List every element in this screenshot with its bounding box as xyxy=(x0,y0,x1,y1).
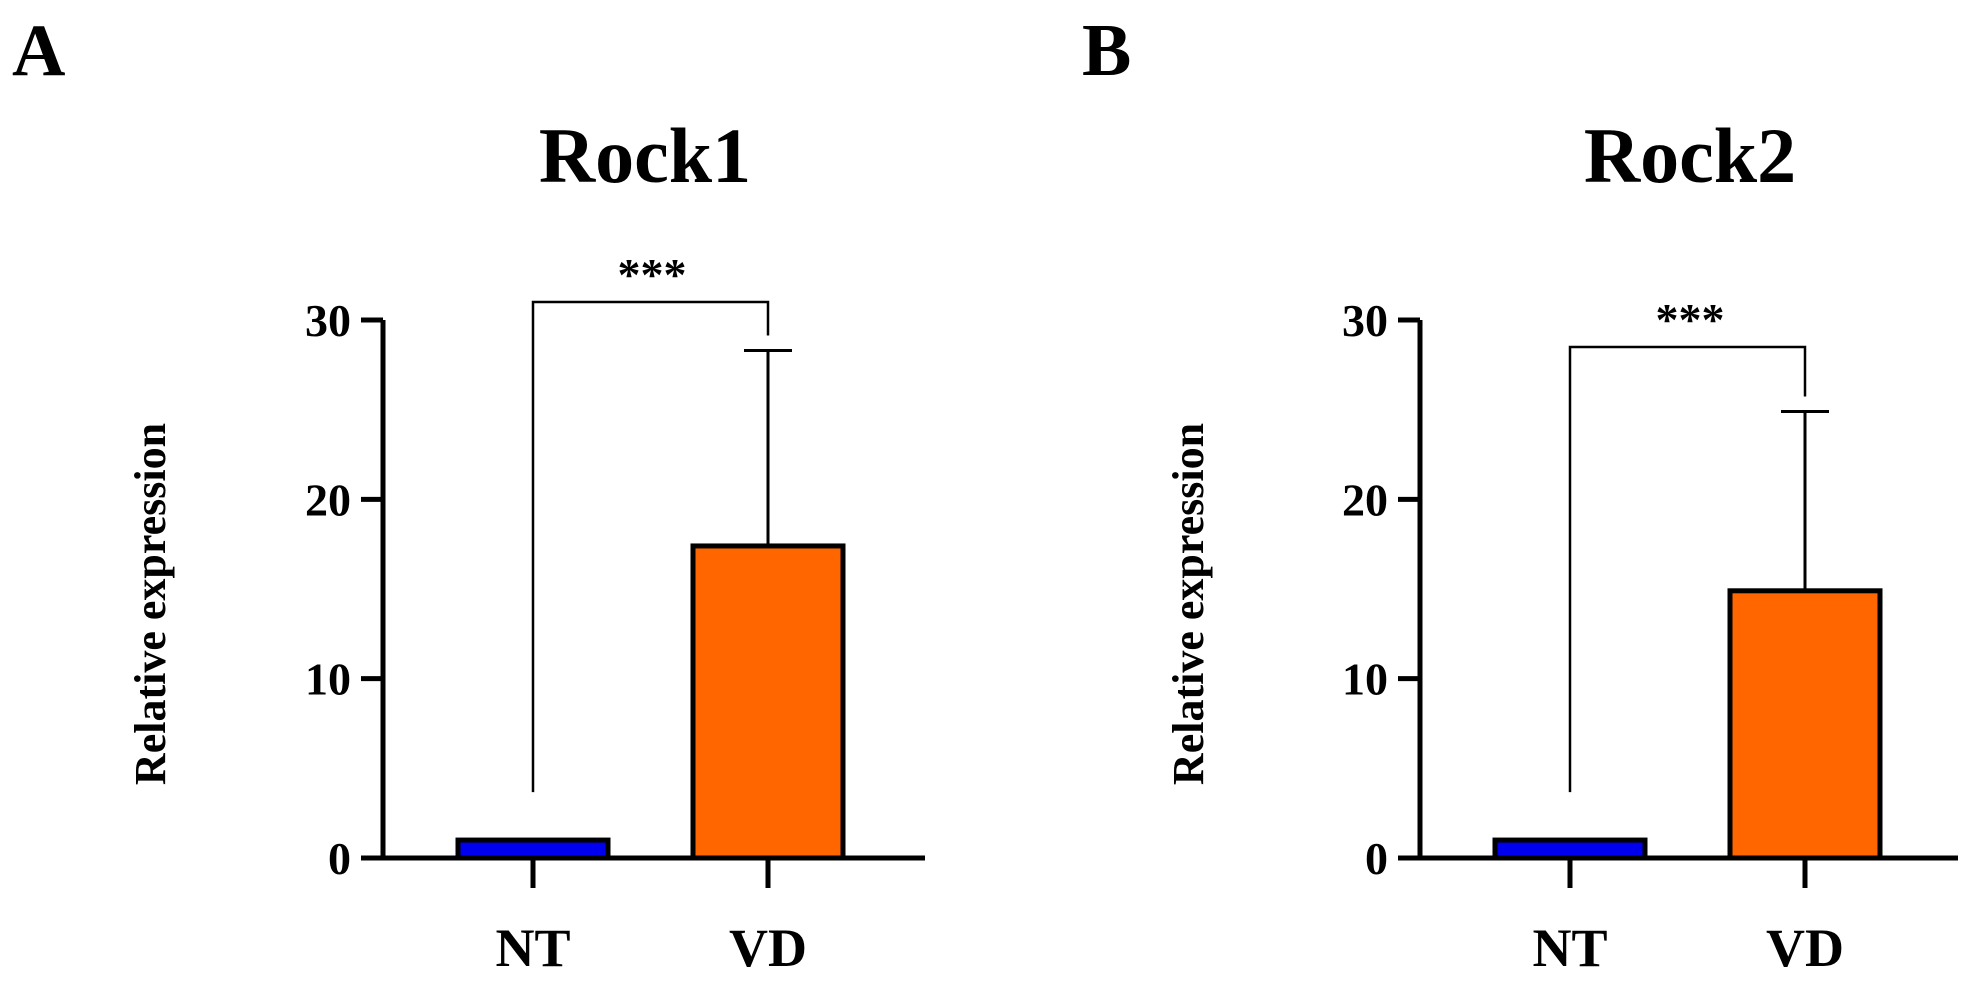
bar-nt xyxy=(455,837,611,861)
y-tick-label: 30 xyxy=(1342,295,1388,346)
x-category-label: VD xyxy=(1766,918,1844,978)
chart-title: Rock1 xyxy=(539,112,751,199)
chart-title: Rock2 xyxy=(1584,112,1796,199)
y-tick-label: 20 xyxy=(1342,474,1388,525)
panel-letter: B xyxy=(1082,10,1131,92)
y-axis-label: Relative expression xyxy=(1164,423,1213,785)
y-tick-label: 10 xyxy=(305,654,351,705)
y-tick-label: 20 xyxy=(305,474,351,525)
y-tick-label: 0 xyxy=(1365,833,1388,884)
y-tick-label: 0 xyxy=(328,833,351,884)
panel-letter: A xyxy=(12,10,65,92)
x-category-label: NT xyxy=(1532,918,1607,978)
significance-bracket xyxy=(531,300,770,793)
y-axis-label: Relative expression xyxy=(126,423,175,785)
y-tick-label: 10 xyxy=(1342,654,1388,705)
bar-vd xyxy=(1727,588,1883,861)
significance-label: *** xyxy=(618,249,687,300)
y-tick-label: 30 xyxy=(305,295,351,346)
significance-bracket xyxy=(1568,345,1807,793)
x-category-label: VD xyxy=(729,918,807,978)
chart-panel-a: A Rock1 Relative expression 0 10 20 30 NT VD *** xyxy=(12,10,925,978)
bar-nt xyxy=(1492,837,1648,861)
bar-vd xyxy=(690,543,846,861)
significance-label: *** xyxy=(1656,294,1725,345)
chart-panel-b: B Rock2 Relative expression 0 10 20 30 NT VD *** xyxy=(1082,10,1958,978)
x-category-label: NT xyxy=(495,918,570,978)
